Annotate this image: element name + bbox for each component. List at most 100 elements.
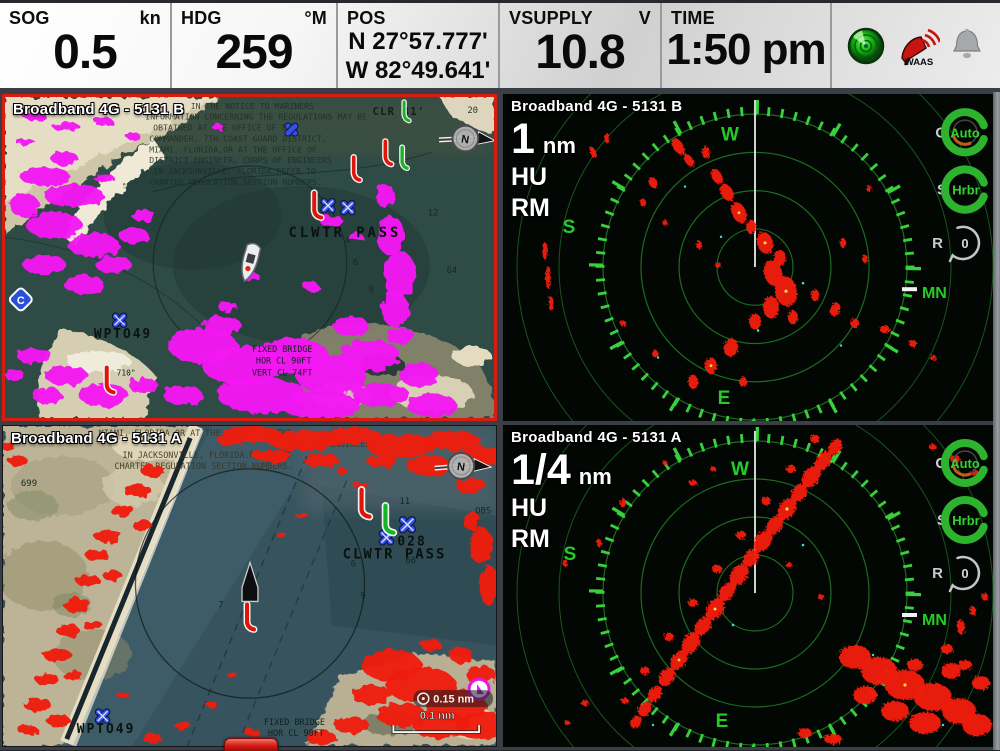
svg-text:OBS: OBS <box>475 507 491 517</box>
svg-text:Hrbr: Hrbr <box>952 513 979 528</box>
svg-text:IN JACKSONVILLE, FLORIDA.REFER: IN JACKSONVILLE, FLORIDA.REFER TO <box>153 166 316 176</box>
sog-value: 0.5 <box>53 26 118 79</box>
svg-text:IN JACKSONVILLE, FLORIDA.REFER: IN JACKSONVILLE, FLORIDA.REFER TO <box>123 450 291 460</box>
svg-text:6: 6 <box>351 560 356 570</box>
compass-east: E <box>718 388 731 409</box>
svg-text:0.1 nm: 0.1 nm <box>420 710 455 722</box>
hdg-cell[interactable]: HDG °M 259 <box>170 3 336 88</box>
magnetic-north-tick <box>902 613 917 617</box>
north-arrow-icon: N <box>438 124 494 153</box>
time-value: 1:50 pm <box>666 25 826 74</box>
own-vessel-icon[interactable] <box>241 560 259 603</box>
hdg-unit: °M <box>304 8 327 28</box>
range-readout: 1 nm <box>511 115 576 163</box>
sea-control[interactable]: S Hrbr <box>937 165 988 214</box>
svg-text:N: N <box>456 461 466 474</box>
chart-labels: CLR 31' CLWTR PASS WPTO49 FIXED BRIDGE H… <box>94 105 478 378</box>
status-icon-tray: WAAS <box>830 3 1000 88</box>
sog-label: SOG <box>9 8 50 28</box>
gain-control[interactable]: G Auto <box>935 108 988 157</box>
svg-text:HOR CL 90FT: HOR CL 90FT <box>256 356 311 366</box>
svg-text:66: 66 <box>405 557 416 567</box>
svg-text:FIXED BRIDGE: FIXED BRIDGE <box>264 717 325 727</box>
depth-numbers: 699 11 OBS 66 6 9 7 <box>21 479 491 611</box>
svg-text:DISTRICT ENGINEER, CORPS OF EN: DISTRICT ENGINEER, CORPS OF ENGINEERS <box>149 155 331 165</box>
svg-text:Auto: Auto <box>950 456 980 471</box>
svg-text:OBTAINED AT THE OFFICE OF THE: OBTAINED AT THE OFFICE OF THE <box>153 123 296 133</box>
vsupply-label: VSUPPLY <box>509 8 593 28</box>
waas-label: WAAS <box>905 57 934 67</box>
clearance-label: CLR 31' <box>372 105 425 118</box>
svg-text:Hrbr: Hrbr <box>952 183 979 198</box>
instrument-bar: SOG kn 0.5 HDG °M 259 POS N 27°57.777' W… <box>0 0 1000 92</box>
pos-cell[interactable]: POS N 27°57.777' W 82°49.641' <box>336 3 498 88</box>
time-cell[interactable]: TIME 1:50 pm <box>660 3 830 88</box>
gain-control[interactable]: G Auto <box>935 439 988 487</box>
panel-title: Broadband 4G - 5131 A <box>511 429 682 446</box>
buoy-icons <box>103 99 412 396</box>
north-arrow-icon: N <box>434 451 493 480</box>
rain-control[interactable]: R 0 <box>932 555 981 593</box>
radar-readout: 1/4 nm HU RM <box>511 447 612 555</box>
waypoint-markers[interactable] <box>111 122 356 329</box>
svg-text:VERT CL 74FT: VERT CL 74FT <box>252 368 313 378</box>
svg-text:MIAMI, FLORIDA,OR AT THE OFFIC: MIAMI, FLORIDA,OR AT THE OFFICE OF <box>149 144 317 154</box>
own-vessel-icon[interactable] <box>238 242 262 283</box>
svg-text:FIXED BRIDGE: FIXED BRIDGE <box>252 344 313 354</box>
chart-range-ring <box>134 468 366 699</box>
compass-south: S <box>563 217 576 238</box>
buoy-label: 710" <box>117 369 136 378</box>
radar-return-specks <box>651 507 945 727</box>
compass-west: W <box>721 124 739 145</box>
sea-control[interactable]: S Hrbr <box>937 496 988 544</box>
magnetic-north-label: MN <box>922 612 947 629</box>
vsupply-cell[interactable]: VSUPPLY V 10.8 <box>498 3 660 88</box>
chart-labels: 028 CLWTR PASS WPTO49 FIXED BRIDGE HOR C… <box>21 479 491 738</box>
pos-label: POS <box>347 8 386 28</box>
svg-text:699: 699 <box>21 479 37 489</box>
svg-text:CHARTED REGULATION SECTION NUM: CHARTED REGULATION SECTION NUMBERS. <box>149 177 322 187</box>
waypoint-x-icon <box>284 122 299 137</box>
sog-cell[interactable]: SOG kn 0.5 <box>0 3 170 88</box>
compass-east: E <box>716 711 729 732</box>
panel-title: Broadband 4G - 5131 A <box>11 430 182 447</box>
panel-grid: IN THE NOTICE TO MARINERS INFORMATION CO… <box>0 92 1000 750</box>
menu-pull-tab[interactable] <box>224 738 278 751</box>
compass-west: W <box>731 459 749 480</box>
compass-south: S <box>564 544 577 565</box>
svg-text:9: 9 <box>369 286 374 296</box>
rain-control[interactable]: R 0 <box>932 225 981 263</box>
svg-text:R: R <box>932 565 943 582</box>
svg-text:INFORMATION CONCERNING THE REG: INFORMATION CONCERNING THE REGULATIONS M… <box>145 112 367 122</box>
waypoint-label: WPTO49 <box>77 722 136 737</box>
motion-mode: RM <box>511 525 550 553</box>
radar-panel-b[interactable]: W S E MN G Auto S Hrbr <box>503 94 993 421</box>
svg-text:12: 12 <box>428 209 439 219</box>
radar-status-icon[interactable] <box>846 26 886 66</box>
pos-latitude: N 27°57.777' <box>348 28 488 55</box>
vsupply-value: 10.8 <box>535 26 625 79</box>
svg-text:IN THE NOTICE TO MARINERS: IN THE NOTICE TO MARINERS <box>191 101 314 111</box>
waypoint-x-icon <box>94 708 111 724</box>
chart-panel-a[interactable]: MIAMI, FLORIDA,OR AT THE OFFICE OF THE C… <box>2 425 497 747</box>
screen-edge-strip <box>993 92 1000 750</box>
radar-readout: 1 nm HU RM <box>511 116 576 224</box>
svg-text:0: 0 <box>961 566 968 581</box>
waypoint-label: WPTO49 <box>94 327 152 342</box>
radar-overlay-red <box>3 426 496 746</box>
alarm-bell-icon[interactable] <box>948 26 986 66</box>
radar-overlay-magenta <box>5 112 457 418</box>
chart-panel-b[interactable]: IN THE NOTICE TO MARINERS INFORMATION CO… <box>2 94 497 421</box>
svg-text:HOR CL 90FT: HOR CL 90FT <box>268 728 324 738</box>
svg-text:Auto: Auto <box>950 125 980 140</box>
pass-label: CLWTR PASS <box>343 547 447 563</box>
svg-text:COMMANDER, 7TH COAST GUARD DIS: COMMANDER, 7TH COAST GUARD DISTRICT, <box>149 133 326 143</box>
svg-text:R: R <box>932 235 943 252</box>
waypoint-x-icon <box>340 199 356 216</box>
hdg-value: 259 <box>215 26 293 79</box>
depth-numbers: 12 6 9 4 64 20 <box>345 106 478 296</box>
hdg-label: HDG <box>181 8 222 28</box>
radar-panel-a[interactable]: W S E MN G Auto S Hrbr <box>503 425 993 747</box>
buoy-number-label: 028 <box>397 535 426 550</box>
orientation-mode: HU <box>511 494 548 522</box>
